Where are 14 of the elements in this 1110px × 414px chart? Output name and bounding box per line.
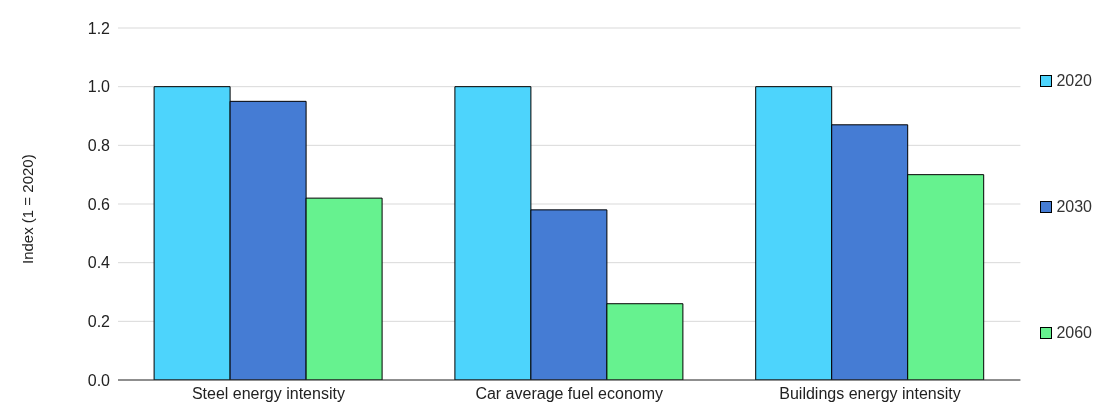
x-tick-label: Car average fuel economy: [475, 385, 664, 403]
y-axis-title: Index (1 = 2020): [19, 154, 37, 264]
legend-label: 2020: [1056, 72, 1092, 90]
y-tick-label: 0.8: [87, 137, 111, 155]
y-tick-label: 1.0: [87, 78, 111, 96]
x-tick-label: Buildings energy intensity: [779, 385, 961, 403]
legend-label: 2030: [1056, 198, 1092, 216]
y-tick-label: 0.2: [87, 313, 111, 331]
y-tick-label: 0.0: [87, 371, 111, 389]
legend-label: 2060: [1056, 324, 1092, 342]
x-tick-label: Steel energy intensity: [191, 385, 345, 403]
y-tick-label: 1.2: [87, 19, 111, 37]
y-tick-label: 0.6: [87, 195, 111, 213]
y-tick-label: 0.4: [87, 254, 111, 272]
